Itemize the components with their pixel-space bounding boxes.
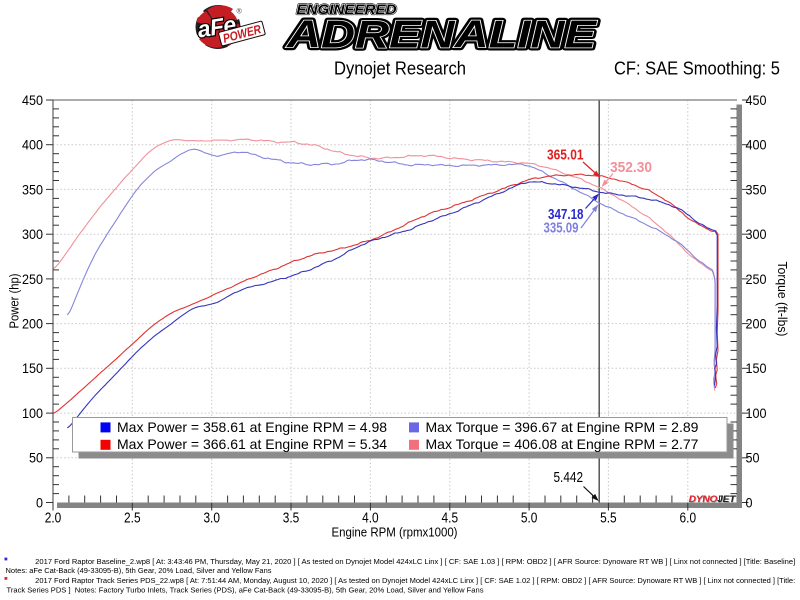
svg-text:5.5: 5.5 <box>600 511 617 527</box>
svg-text:2.0: 2.0 <box>45 511 62 527</box>
svg-text:Notes: aFe Cat-Back (49-33095-: Notes: aFe Cat-Back (49-33095-B), 5th Ge… <box>6 568 273 575</box>
svg-text:250: 250 <box>746 271 767 287</box>
svg-text:450: 450 <box>746 92 767 108</box>
svg-text:5.442: 5.442 <box>554 469 584 486</box>
svg-text:2017 Ford Raptor Track Series: 2017 Ford Raptor Track Series PDS_22.wp8… <box>35 578 795 585</box>
svg-text:ADRENALINE: ADRENALINE <box>286 13 598 56</box>
svg-text:®: ® <box>237 8 243 16</box>
svg-text:352.30: 352.30 <box>610 159 652 176</box>
svg-text:Engine RPM (rpmx1000): Engine RPM (rpmx1000) <box>332 524 458 539</box>
svg-text:365.01: 365.01 <box>547 147 584 164</box>
svg-text:Max Power = 358.61 at Engine R: Max Power = 358.61 at Engine RPM = 4.98 <box>117 419 387 435</box>
svg-text:ADRENALINE: ADRENALINE <box>286 13 598 56</box>
svg-text:0: 0 <box>36 494 43 510</box>
svg-text:4.5: 4.5 <box>442 511 459 527</box>
svg-text:Max Power = 366.61 at Engine R: Max Power = 366.61 at Engine RPM = 5.34 <box>117 436 387 452</box>
svg-text:Power (hp): Power (hp) <box>6 274 21 329</box>
svg-text:200: 200 <box>22 316 43 332</box>
svg-text:3.5: 3.5 <box>283 511 300 527</box>
svg-text:100: 100 <box>746 405 767 421</box>
svg-text:100: 100 <box>22 405 43 421</box>
svg-text:Track Series PDS ] Notes: Fac: Track Series PDS ] Notes: Factory Turbo … <box>7 588 485 595</box>
svg-text:ADRENALINE: ADRENALINE <box>288 15 600 56</box>
svg-text:6.0: 6.0 <box>680 511 697 527</box>
svg-text:Max Torque = 396.67 at Engine: Max Torque = 396.67 at Engine RPM = 2.89 <box>426 419 699 435</box>
svg-text:4.0: 4.0 <box>362 511 379 527</box>
svg-text:3.0: 3.0 <box>203 511 220 527</box>
svg-text:Torque (ft-lbs): Torque (ft-lbs) <box>775 262 790 337</box>
svg-text:DYNOJET: DYNOJET <box>689 494 737 504</box>
svg-text:ENGINEERED: ENGINEERED <box>297 1 397 17</box>
svg-text:300: 300 <box>22 226 43 242</box>
svg-text:50: 50 <box>29 450 43 466</box>
svg-text:347.18: 347.18 <box>548 206 584 223</box>
svg-text:2.5: 2.5 <box>124 511 141 527</box>
svg-text:150: 150 <box>746 360 767 376</box>
svg-text:300: 300 <box>746 226 767 242</box>
svg-text:DYNOJET: DYNOJET <box>689 495 737 505</box>
svg-text:5.0: 5.0 <box>521 511 538 527</box>
svg-text:Dynojet Research: Dynojet Research <box>334 59 466 79</box>
svg-text:400: 400 <box>746 137 767 153</box>
svg-text:350: 350 <box>746 181 767 197</box>
svg-text:150: 150 <box>22 360 43 376</box>
svg-text:ENGINEERED: ENGINEERED <box>297 1 397 17</box>
svg-text:50: 50 <box>746 450 760 466</box>
svg-text:335.09: 335.09 <box>544 220 579 237</box>
svg-text:450: 450 <box>22 92 43 108</box>
svg-text:250: 250 <box>22 271 43 287</box>
svg-text:400: 400 <box>22 137 43 153</box>
svg-text:350: 350 <box>22 181 43 197</box>
svg-text:200: 200 <box>746 316 767 332</box>
svg-text:ADRENALINE: ADRENALINE <box>286 13 598 56</box>
svg-text:ENGINEERED: ENGINEERED <box>297 1 397 17</box>
svg-text:CF: SAE Smoothing: 5: CF: SAE Smoothing: 5 <box>614 59 780 79</box>
svg-text:0: 0 <box>746 494 753 510</box>
svg-text:2017 Ford Raptor Baseline_2.wp: 2017 Ford Raptor Baseline_2.wp8 [ At: 3:… <box>35 559 795 566</box>
svg-text:Max Torque = 406.08 at Engine: Max Torque = 406.08 at Engine RPM = 2.77 <box>426 436 699 452</box>
